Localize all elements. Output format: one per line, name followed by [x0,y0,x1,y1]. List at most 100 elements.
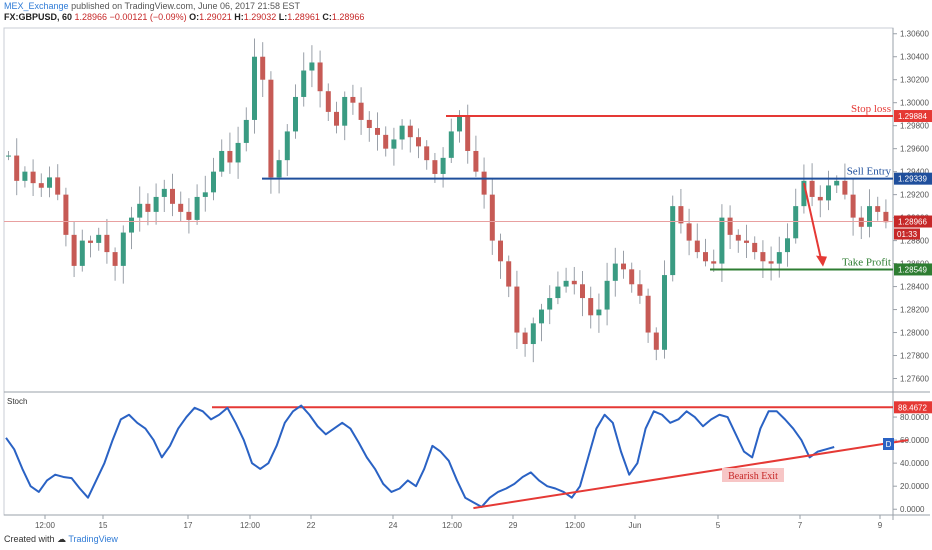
candle-body [637,284,643,296]
candle-body [104,234,110,253]
candle-body [621,263,626,270]
candle-body [424,146,430,161]
candle-body [170,188,175,204]
open-label: O: [189,12,200,22]
level-value-text: 1.29884 [898,112,927,121]
candle-body [235,142,241,163]
candle-body [719,217,725,264]
last-price-value: 1.28966 [74,12,108,22]
stoch-title: Stoch [7,397,27,406]
candle-body [867,206,872,227]
time-tick-label: 24 [389,521,398,530]
candle-body [120,232,126,266]
forecast-arrow-head [816,255,827,267]
countdown-text: 01:33 [897,230,918,239]
level-value-badge [894,263,932,276]
candle-body [686,223,692,241]
candle-body [309,62,315,71]
candle-body [391,139,397,149]
price-tick-label: 1.29600 [900,145,929,154]
candle-body [834,180,840,186]
candle-body [211,171,216,193]
candle-body [301,70,307,97]
stoch-tick-label: 40.0000 [900,459,929,468]
candle-body [785,238,790,253]
candle-body [342,96,348,126]
candle-body [383,134,389,149]
forecast-arrow-line [803,182,823,264]
level-label: Take Profit [842,256,891,268]
candle-body [588,298,594,316]
time-tick-label: 12:00 [442,521,463,530]
stoch-tick-label: 0.0000 [900,505,925,514]
symbol-name[interactable]: FX:GBPUSD, 60 [4,12,73,22]
candle-body [276,160,282,178]
candle-body [432,160,438,174]
level-label: Stop loss [851,103,891,115]
stoch-tick-label: 20.0000 [900,482,929,491]
price-change: −0.00121 (−0.09%) [109,12,187,22]
candle-body [801,180,807,207]
candle-body [6,155,11,157]
price-tick-label: 1.30000 [900,99,929,108]
time-tick-label: 9 [878,521,883,530]
candle-body [489,194,495,241]
candle-body [145,203,151,212]
time-tick-label: 7 [798,521,803,530]
stoch-line [5,404,835,508]
level-label: Sell Entry [847,166,892,178]
candle-body [334,111,339,126]
price-tick-label: 1.28800 [900,237,929,246]
candle-body [817,196,823,201]
candle-body [522,332,528,345]
low-value: 1.28961 [287,12,320,22]
publisher-link[interactable]: MEX_Exchange [4,1,69,11]
level-value-text: 1.28549 [898,265,927,274]
tradingview-link[interactable]: TradingView [68,534,118,544]
publish-info: MEX_Exchange published on TradingView.co… [4,1,300,11]
candle-body [768,261,774,264]
candle-body [457,116,462,132]
overbought-badge [894,401,932,414]
candle-body [547,298,553,310]
candle-body [219,150,225,172]
candle-body [842,180,848,195]
price-tick-label: 1.28200 [900,306,929,315]
candle-body [22,171,28,181]
candle-body [30,171,36,184]
candle-body [481,171,487,195]
candle-body [14,155,20,181]
bearish-exit-box [722,468,784,482]
candle-body [79,240,85,266]
published-text: published on TradingView.com, June 06, 2… [71,1,301,11]
time-tick-label: 12:00 [565,521,586,530]
candle-body [555,286,561,299]
candle-body [465,116,471,151]
candle-body [366,119,372,128]
candle-body [88,240,93,243]
price-tick-label: 1.28400 [900,283,929,292]
time-tick-label: 29 [509,521,518,530]
stoch-interval-text: D [886,440,892,449]
candle-body [47,177,52,188]
candle-body [498,240,503,262]
candle-body [776,252,782,264]
candle-body [194,196,200,220]
time-tick-label: 15 [99,521,108,530]
candle-body [604,280,610,310]
price-tick-label: 1.29400 [900,168,929,177]
candle-body [580,284,585,299]
candle-body [358,102,364,120]
candle-body [178,203,184,212]
time-tick-label: Jun [629,521,642,530]
candle-body [653,332,659,350]
plot-frame [3,27,894,516]
price-tick-label: 1.27800 [900,352,929,361]
candle-body [711,261,717,264]
low-label: L: [278,12,288,22]
candle-body [260,56,266,80]
candle-body [744,240,749,243]
candle-body [629,269,635,285]
candle-body [112,252,118,266]
